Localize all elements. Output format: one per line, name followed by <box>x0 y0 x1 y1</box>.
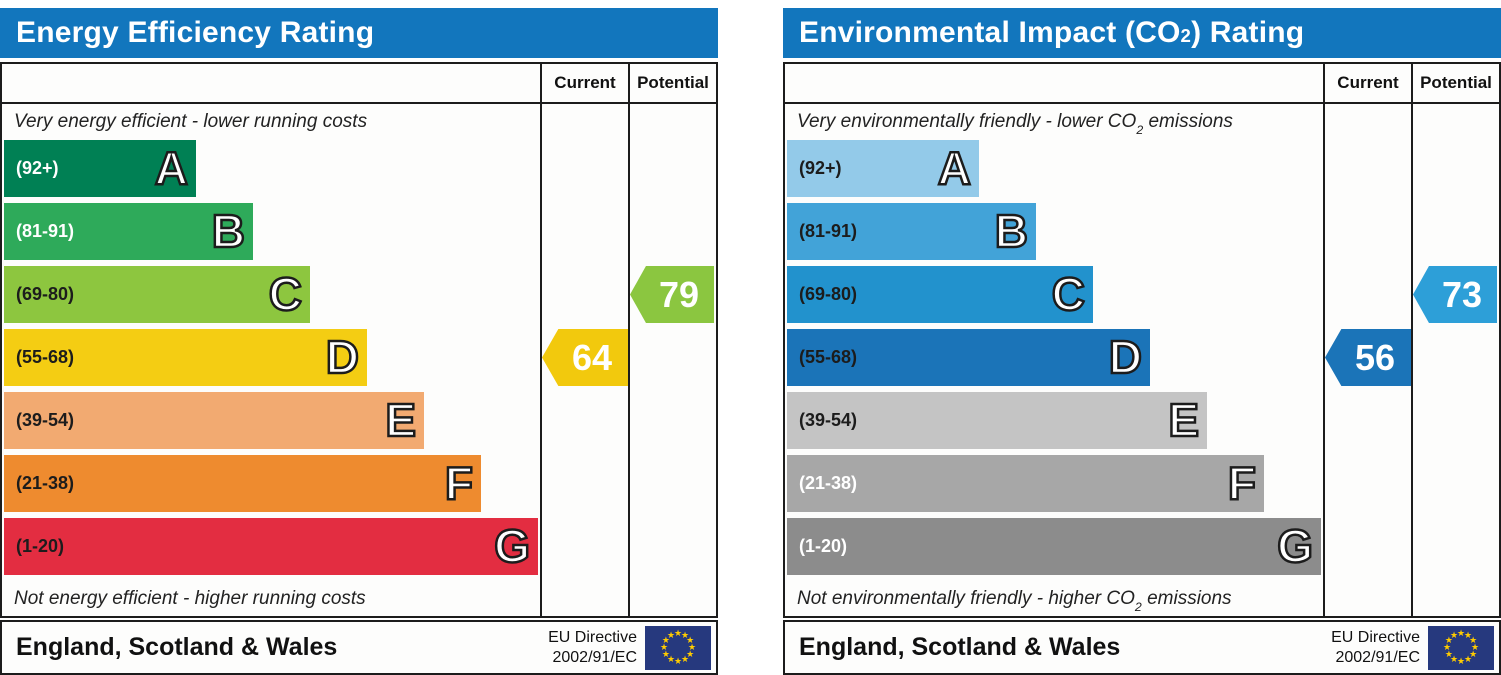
band-range-label: (1-20) <box>16 536 65 556</box>
rating-table: Current Potential Very energy efficient … <box>0 62 718 618</box>
current-rating-marker: 56 <box>1325 329 1411 386</box>
eu-flag-icon: ★ ★ ★ ★ ★ ★ ★ ★ ★ ★ ★ ★ <box>645 625 711 670</box>
band-range-label: (81-91) <box>799 221 858 241</box>
potential-rating-marker: 73 <box>1413 266 1497 323</box>
band-bar-e: (39-54) E <box>4 392 424 449</box>
band-row-a: (92+) A <box>2 140 540 197</box>
band-row-a: (92+) A <box>785 140 1323 197</box>
band-row-e: (39-54) E <box>2 392 540 449</box>
band-bar-a: (92+) A <box>4 140 196 197</box>
title-text: Environmental Impact (CO <box>799 16 1181 49</box>
bands-area: Very energy efficient - lower running co… <box>2 104 540 616</box>
band-row-e: (39-54) E <box>785 392 1323 449</box>
band-range-label: (69-80) <box>799 284 858 304</box>
potential-rating-marker: 79 <box>630 266 714 323</box>
region-label: England, Scotland & Wales <box>16 633 338 661</box>
bottom-caption: Not environmentally friendly - higher CO… <box>797 588 1232 614</box>
band-row-g: (1-20) G <box>785 518 1323 575</box>
current-rating-marker: 64 <box>542 329 628 386</box>
footer-bar: England, Scotland & Wales EU Directive 2… <box>783 620 1501 675</box>
band-letter: A <box>937 141 973 194</box>
band-letter: A <box>154 141 190 194</box>
band-range-label: (81-91) <box>16 221 75 241</box>
potential-column-header: Potential <box>1420 73 1492 92</box>
band-list: (92+) A (81-91) B (69-80) C (55-68) D (39-54) E (2… <box>785 140 1323 575</box>
band-range-label: (39-54) <box>16 410 75 430</box>
band-bar-c: (69-80) C <box>4 266 310 323</box>
current-column-header: Current <box>554 73 616 92</box>
band-letter: F <box>444 456 475 509</box>
band-row-c: (69-80) C <box>785 266 1323 323</box>
band-row-f: (21-38) F <box>2 455 540 512</box>
band-range-label: (55-68) <box>799 347 858 367</box>
band-bar-f: (21-38) F <box>787 455 1264 512</box>
band-list: (92+) A (81-91) B (69-80) C (55-68) D (39-54) E (2… <box>2 140 540 575</box>
top-caption: Very energy efficient - lower running co… <box>14 111 368 132</box>
band-bar-g: (1-20) G <box>787 518 1321 575</box>
band-range-label: (21-38) <box>16 473 75 493</box>
eu-flag-icon: ★ ★ ★ ★ ★ ★ ★ ★ ★ ★ ★ ★ <box>1428 625 1494 670</box>
title-text-suffix: ) Rating <box>1191 16 1305 49</box>
band-letter: G <box>493 519 531 572</box>
band-row-c: (69-80) C <box>2 266 540 323</box>
band-bar-f: (21-38) F <box>4 455 481 512</box>
band-range-label: (39-54) <box>799 410 858 430</box>
band-range-label: (69-80) <box>16 284 75 304</box>
column-divider <box>1411 64 1413 616</box>
band-letter: F <box>1227 456 1258 509</box>
region-label: England, Scotland & Wales <box>799 633 1121 661</box>
environmental-impact-panel: Environmental Impact (CO 2) Rating Curren… <box>783 0 1501 675</box>
band-letter: B <box>994 204 1030 257</box>
bottom-caption: Not energy efficient - higher running co… <box>14 588 366 609</box>
page-title: Environmental Impact (CO 2) Rating <box>783 8 1501 58</box>
column-divider <box>1323 64 1325 616</box>
band-range-label: (55-68) <box>16 347 75 367</box>
band-letter: E <box>1167 393 1200 446</box>
band-range-label: (21-38) <box>799 473 858 493</box>
footer-bar: England, Scotland & Wales EU Directive 2… <box>0 620 718 675</box>
header-divider <box>2 102 716 104</box>
page-title: Energy Efficiency Rating <box>0 8 718 58</box>
top-caption: Very environmentally friendly - lower CO… <box>797 111 1233 137</box>
band-letter: D <box>1108 330 1144 383</box>
band-bar-g: (1-20) G <box>4 518 538 575</box>
eu-directive-label: EU Directive 2002/91/EC <box>548 628 637 666</box>
band-row-f: (21-38) F <box>785 455 1323 512</box>
band-row-d: (55-68) D <box>2 329 540 386</box>
band-letter: C <box>1051 267 1087 320</box>
band-row-g: (1-20) G <box>2 518 540 575</box>
band-bar-b: (81-91) B <box>787 203 1036 260</box>
band-bar-a: (92+) A <box>787 140 979 197</box>
band-letter: E <box>384 393 417 446</box>
current-column-header: Current <box>1337 73 1399 92</box>
band-row-d: (55-68) D <box>785 329 1323 386</box>
band-letter: C <box>268 267 304 320</box>
band-bar-e: (39-54) E <box>787 392 1207 449</box>
band-bar-b: (81-91) B <box>4 203 253 260</box>
column-divider <box>540 64 542 616</box>
band-bar-d: (55-68) D <box>4 329 367 386</box>
band-letter: D <box>325 330 361 383</box>
header-divider <box>785 102 1499 104</box>
band-bar-c: (69-80) C <box>787 266 1093 323</box>
potential-column-header: Potential <box>637 73 709 92</box>
energy-efficiency-panel: Energy Efficiency Rating Current Potenti… <box>0 0 718 675</box>
title-text: Energy Efficiency Rating <box>16 16 375 49</box>
bands-area: Very environmentally friendly - lower CO… <box>785 104 1323 616</box>
band-row-b: (81-91) B <box>785 203 1323 260</box>
band-row-b: (81-91) B <box>2 203 540 260</box>
eu-directive-label: EU Directive 2002/91/EC <box>1331 628 1420 666</box>
rating-table: Current Potential Very environmentally f… <box>783 62 1501 618</box>
band-range-label: (92+) <box>16 158 59 178</box>
band-letter: G <box>1276 519 1314 572</box>
band-bar-d: (55-68) D <box>787 329 1150 386</box>
band-range-label: (92+) <box>799 158 842 178</box>
band-range-label: (1-20) <box>799 536 848 556</box>
column-divider <box>628 64 630 616</box>
band-letter: B <box>211 204 247 257</box>
